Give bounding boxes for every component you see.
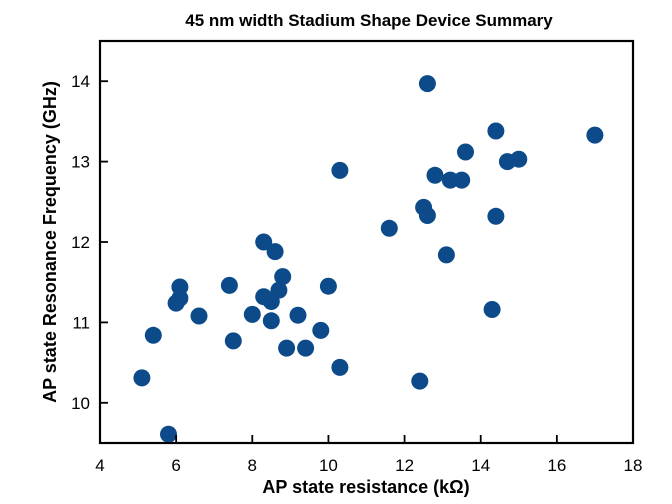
data-point-22 — [319, 277, 337, 295]
axis-ticks: 4 6 8 10 12 14 16 18 10 11 12 13 14 — [71, 72, 642, 475]
data-point-25 — [380, 219, 398, 237]
y-tick-label: 13 — [71, 153, 90, 172]
data-points — [133, 75, 604, 443]
data-point-37 — [487, 207, 505, 225]
data-point-7 — [190, 307, 208, 325]
y-tick-label: 10 — [71, 394, 90, 413]
data-point-12 — [255, 233, 273, 251]
data-point-29 — [418, 75, 436, 93]
data-point-34 — [457, 143, 474, 161]
data-point-8 — [220, 276, 238, 294]
x-tick-label: 14 — [471, 456, 490, 475]
data-point-6 — [171, 278, 189, 296]
chart-title: 45 nm width Stadium Shape Device Summary — [185, 11, 553, 30]
x-tick-label: 18 — [624, 456, 643, 475]
data-point-20 — [297, 339, 315, 357]
y-tick-label: 14 — [71, 72, 90, 91]
data-point-18 — [278, 339, 296, 357]
data-point-16 — [270, 281, 288, 299]
x-tick-label: 10 — [319, 456, 338, 475]
data-point-31 — [437, 246, 455, 264]
x-tick-label: 16 — [547, 456, 566, 475]
x-axis-label: AP state resistance (kΩ) — [262, 477, 469, 497]
y-tick-label: 11 — [72, 313, 90, 332]
data-point-33 — [453, 171, 471, 189]
data-point-26 — [411, 372, 429, 390]
data-point-30 — [426, 166, 444, 184]
data-point-28 — [418, 207, 436, 224]
data-point-35 — [483, 301, 501, 318]
data-point-14 — [262, 312, 280, 330]
y-tick-label: 12 — [71, 233, 90, 252]
x-tick-label: 8 — [248, 456, 257, 475]
data-point-19 — [289, 306, 307, 324]
data-point-15 — [266, 243, 284, 261]
x-tick-label: 12 — [395, 456, 414, 475]
data-point-10 — [243, 305, 261, 323]
data-point-36 — [487, 122, 505, 140]
data-point-24 — [331, 358, 349, 376]
data-point-9 — [224, 332, 242, 350]
data-point-21 — [312, 321, 330, 339]
y-axis-label: AP state Resonance Frequency (GHz) — [40, 81, 60, 403]
plot-frame — [98, 39, 635, 445]
x-tick-label: 4 — [95, 456, 104, 475]
data-point-2 — [144, 326, 162, 344]
data-point-3 — [160, 425, 177, 443]
data-point-1 — [133, 369, 151, 387]
data-point-17 — [274, 268, 292, 286]
data-point-39 — [510, 150, 528, 168]
data-point-40 — [586, 126, 604, 144]
data-point-23 — [331, 161, 349, 179]
x-tick-label: 6 — [171, 456, 180, 475]
